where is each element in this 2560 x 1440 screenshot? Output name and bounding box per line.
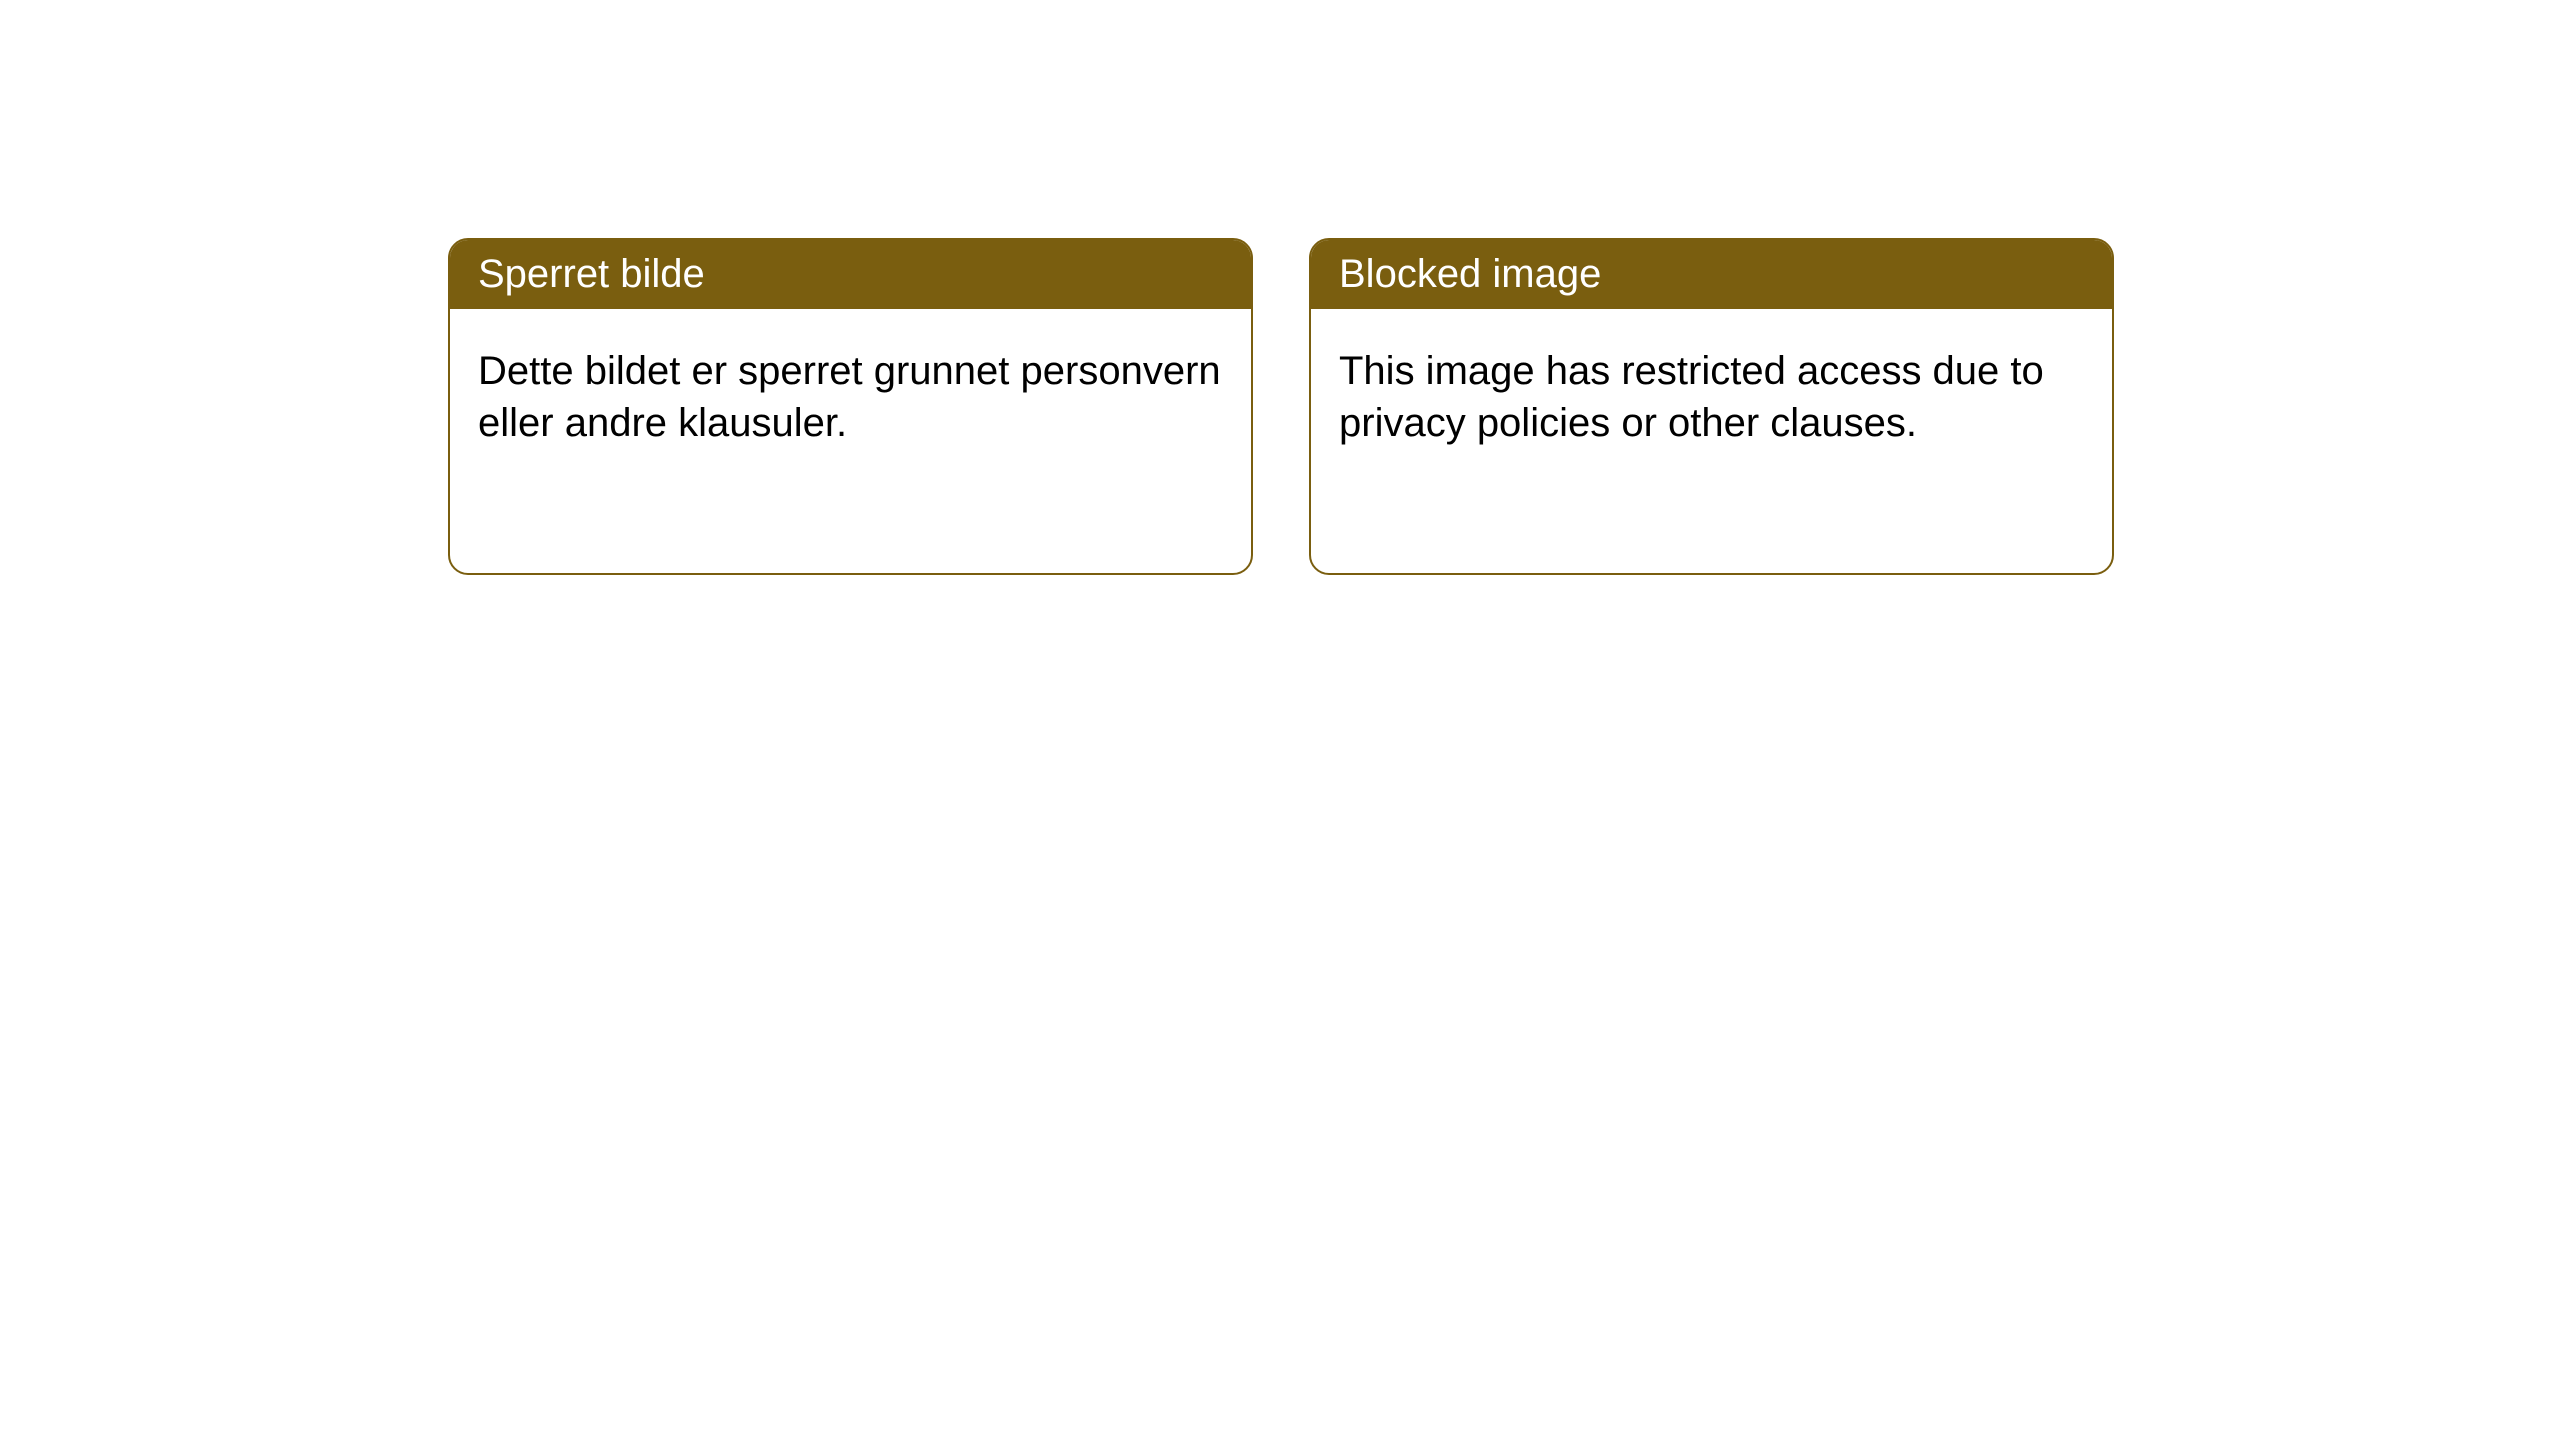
notice-text: Dette bildet er sperret grunnet personve… [478,349,1221,445]
notice-container: Sperret bilde Dette bildet er sperret gr… [0,0,2560,575]
notice-header: Blocked image [1311,240,2112,309]
notice-header: Sperret bilde [450,240,1251,309]
notice-text: This image has restricted access due to … [1339,349,2044,445]
notice-title: Sperret bilde [478,252,705,296]
notice-title: Blocked image [1339,252,1601,296]
notice-card-norwegian: Sperret bilde Dette bildet er sperret gr… [448,238,1253,575]
notice-card-english: Blocked image This image has restricted … [1309,238,2114,575]
notice-body: This image has restricted access due to … [1311,309,2112,485]
notice-body: Dette bildet er sperret grunnet personve… [450,309,1251,485]
